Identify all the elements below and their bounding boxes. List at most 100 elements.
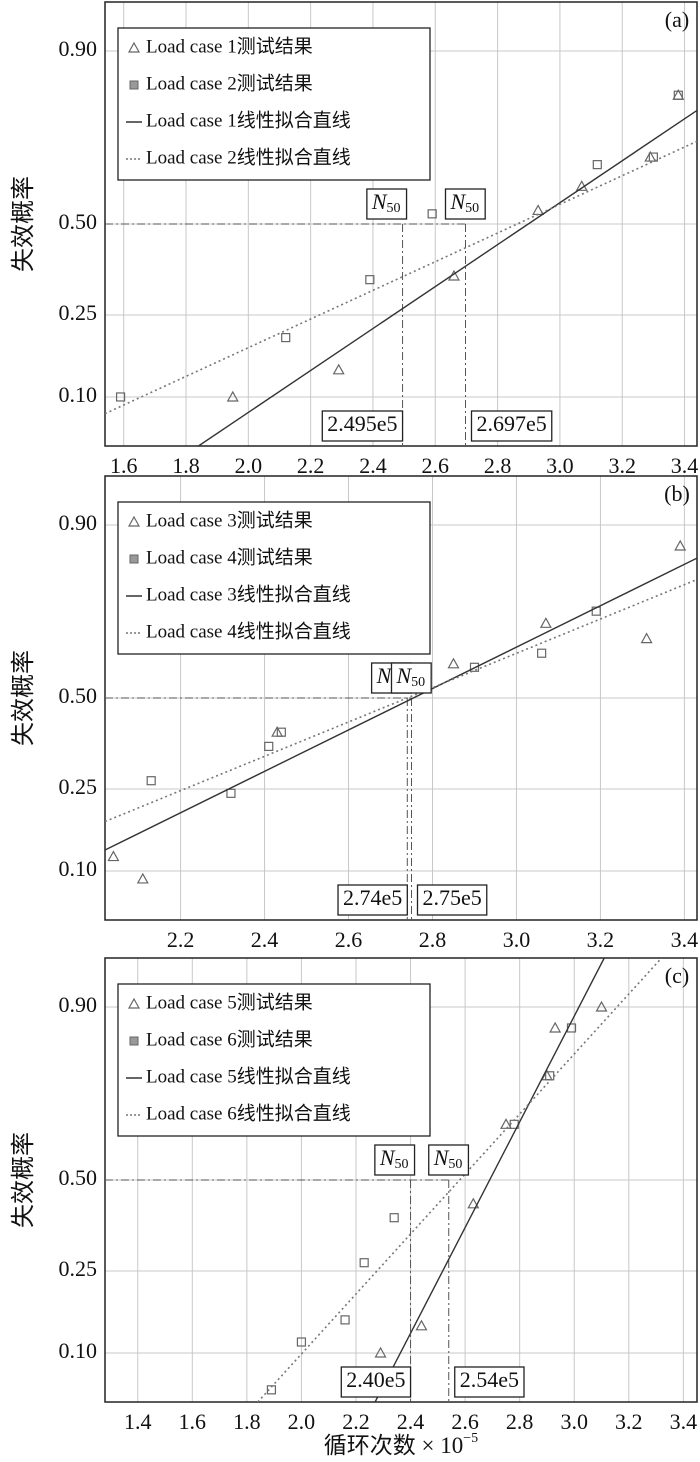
n50-tag: N50 (428, 1144, 470, 1176)
y-tick-label: 0.50 (59, 209, 98, 234)
data-point (296, 1337, 307, 1347)
n50-value-label: 2.54e5 (460, 1367, 519, 1392)
y-tick-label: 0.10 (59, 1338, 98, 1363)
legend-label: Load case 2线性拟合直线 (146, 146, 351, 168)
data-point (226, 390, 239, 402)
x-tick-label: 2.6 (451, 1409, 479, 1434)
n50-tag-text: N50 (379, 1145, 409, 1172)
legend-label: Load case 5测试结果 (146, 991, 313, 1013)
n50-subscript: 50 (395, 1157, 409, 1172)
x-tick-label: 1.8 (172, 453, 200, 478)
legend-swatch (127, 997, 141, 1009)
x-tick-label: 2.8 (506, 1409, 534, 1434)
y-tick-label: 0.90 (59, 36, 98, 61)
legend-label: Load case 1线性拟合直线 (146, 109, 351, 131)
x-tick-label: 2.4 (359, 453, 387, 478)
data-point (374, 1346, 387, 1358)
legend-box (117, 983, 431, 1137)
x-tick-label: 2.4 (397, 1409, 425, 1434)
n50-symbol: N (376, 663, 393, 688)
x-tick-label: 3.0 (560, 1409, 588, 1434)
x-tick-label: 2.4 (251, 927, 279, 952)
series-group (257, 958, 663, 1402)
data-point (332, 363, 345, 375)
y-axis-label: 失效概率 (9, 176, 37, 272)
n50-tag-box (390, 662, 432, 694)
data-point (537, 648, 547, 658)
n50-tag-box (428, 1144, 470, 1176)
y-tick-label: 0.50 (59, 1165, 98, 1190)
data-point (264, 741, 274, 751)
n50-symbol: N (449, 189, 466, 214)
legend-label: Load case 6测试结果 (146, 1028, 313, 1050)
x-tick-label: 3.2 (608, 453, 636, 478)
data-point (674, 539, 687, 551)
n50-value-box (337, 884, 408, 916)
legend-swatch (129, 80, 139, 90)
n50-tag-text: N50 (371, 189, 401, 216)
x-axis-label: 循环次数 × 10−5 (324, 1431, 478, 1458)
n50-value-label: 2.697e5 (476, 411, 546, 436)
n50-value-label: 2.495e5 (327, 411, 397, 436)
data-point (673, 90, 683, 100)
n50-value-text: 2.74e5 (343, 885, 402, 910)
n50-tag: N50 (444, 188, 486, 220)
x-tick-label: 3.2 (587, 927, 615, 952)
n50-tag-text: N50 (395, 663, 425, 690)
x-tick-label: 1.4 (124, 1409, 152, 1434)
fit-line (105, 557, 697, 851)
legend-swatch (127, 515, 141, 527)
n50-value-box (470, 410, 553, 442)
data-point (226, 788, 236, 798)
data-point (500, 1118, 513, 1129)
data-point (281, 332, 291, 343)
series-group (105, 88, 697, 446)
legend-swatch (127, 41, 141, 53)
x-tick-label: 3.2 (615, 1409, 643, 1434)
n50-value: 2.74e5 (337, 884, 408, 916)
n50-value: 2.697e5 (470, 410, 553, 442)
n50-value: 2.75e5 (416, 884, 488, 916)
y-tick-label: 0.90 (59, 510, 98, 535)
data-point (427, 209, 437, 219)
data-point (136, 872, 149, 884)
n50-value-label: 2.75e5 (422, 885, 481, 910)
n50-subscript: 50 (448, 1157, 462, 1172)
legend-label: Load case 3线性拟合直线 (146, 583, 351, 605)
n50-value-label: 2.74e5 (343, 885, 402, 910)
data-point (549, 1021, 562, 1033)
data-point (415, 1319, 428, 1331)
n50-value-text: 2.495e5 (327, 411, 397, 436)
data-point (592, 160, 602, 170)
n50-tag-box (444, 188, 486, 220)
x-tick-label: 3.4 (671, 453, 699, 478)
legend-label: Load case 2测试结果 (146, 72, 313, 94)
n50-value-box (454, 1366, 525, 1398)
n50-subscript: 50 (465, 201, 479, 216)
data-point (276, 727, 286, 737)
y-tick-label: 0.10 (59, 382, 98, 407)
n50-value-box (340, 1366, 412, 1398)
legend-label: Load case 4线性拟合直线 (146, 620, 351, 642)
n50-value-box (416, 884, 488, 916)
n50-subscript: 50 (411, 675, 425, 690)
fit-line (374, 958, 605, 1402)
n50-value-label: 2.40e5 (346, 1367, 405, 1392)
fit-line (257, 958, 663, 1402)
x-tick-label: 3.4 (671, 927, 699, 952)
x-tick-label: 2.2 (297, 453, 325, 478)
data-point (107, 850, 120, 862)
legend-swatch (129, 1036, 139, 1046)
legend-label: Load case 3测试结果 (146, 509, 313, 531)
n50-tag: N50 (374, 1144, 416, 1176)
panel-label: (c) (665, 963, 689, 988)
data-point (648, 152, 658, 162)
x-axis-title: 循环次数 × 10 (324, 1433, 463, 1458)
n50-value-text: 2.75e5 (422, 885, 481, 910)
n50-tag-box (374, 1144, 416, 1176)
y-tick-label: 0.50 (59, 683, 98, 708)
x-tick-label: 3.4 (670, 1409, 698, 1434)
n50-value: 2.54e5 (454, 1366, 525, 1398)
legend-label: Load case 6线性拟合直线 (146, 1102, 351, 1124)
